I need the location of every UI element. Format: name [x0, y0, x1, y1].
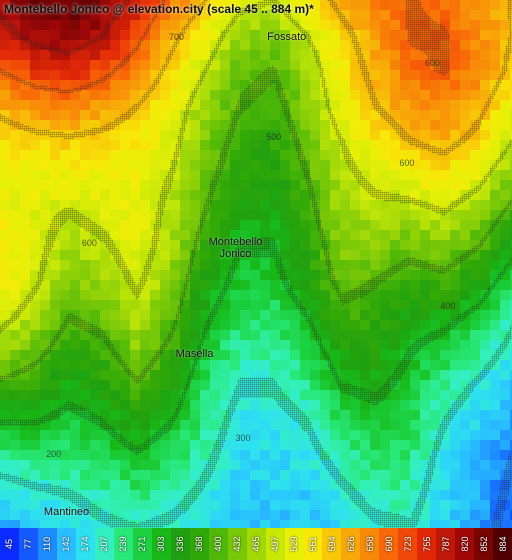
legend-value: 884 [498, 536, 508, 551]
legend-swatch: 820 [455, 528, 474, 560]
legend-value: 110 [42, 537, 52, 551]
legend-swatch: 690 [379, 528, 398, 560]
elevation-map-frame: Montebello Jonico @ elevation.city (scal… [0, 0, 512, 560]
legend-value: 142 [61, 536, 71, 551]
legend-swatch: 400 [209, 528, 228, 560]
legend-value: 820 [460, 536, 470, 551]
legend-swatch: 303 [152, 528, 171, 560]
legend-swatch: 465 [247, 528, 266, 560]
legend-value: 303 [156, 536, 166, 551]
legend-swatch: 497 [266, 528, 285, 560]
legend-value: 45 [4, 539, 14, 549]
legend-value: 497 [270, 536, 280, 551]
legend-swatch: 852 [474, 528, 493, 560]
legend-swatch: 755 [417, 528, 436, 560]
legend-value: 690 [384, 536, 394, 551]
legend-value: 400 [213, 536, 223, 551]
legend-value: 594 [327, 536, 337, 551]
legend-value: 239 [118, 536, 128, 551]
legend-swatch: 626 [341, 528, 360, 560]
legend-swatch: 658 [360, 528, 379, 560]
legend-value: 432 [232, 536, 242, 551]
legend-value: 787 [441, 536, 451, 551]
title-bar: Montebello Jonico @ elevation.city (scal… [0, 0, 512, 18]
legend-swatch: 142 [57, 528, 76, 560]
legend-swatch: 529 [285, 528, 304, 560]
legend-swatch: 207 [95, 528, 114, 560]
legend-swatch: 110 [38, 528, 57, 560]
legend-value: 271 [137, 536, 147, 551]
legend-swatch: 594 [322, 528, 341, 560]
legend-value: 207 [99, 536, 109, 551]
legend-value: 529 [289, 536, 299, 551]
legend-swatch: 787 [436, 528, 455, 560]
legend-value: 465 [251, 536, 261, 551]
legend-swatch: 174 [76, 528, 95, 560]
legend-swatch: 271 [133, 528, 152, 560]
legend-swatch: 77 [19, 528, 38, 560]
legend-swatch: 368 [190, 528, 209, 560]
legend-value: 626 [346, 536, 356, 551]
legend-value: 723 [403, 536, 413, 551]
legend-swatch: 884 [493, 528, 512, 560]
legend-value: 336 [175, 536, 185, 551]
legend-value: 852 [479, 536, 489, 551]
legend-value: 755 [422, 536, 432, 551]
legend-swatch: 561 [304, 528, 323, 560]
legend-value: 561 [308, 536, 318, 551]
legend-swatch: 723 [398, 528, 417, 560]
elevation-heatmap [0, 0, 512, 528]
legend-value: 368 [194, 536, 204, 551]
legend-swatch: 432 [228, 528, 247, 560]
legend-value: 174 [80, 536, 90, 551]
legend-swatch: 239 [114, 528, 133, 560]
legend-value: 77 [23, 539, 33, 549]
map-title: Montebello Jonico @ elevation.city (scal… [4, 2, 314, 16]
legend-swatch: 45 [0, 528, 19, 560]
legend-swatch: 336 [171, 528, 190, 560]
legend-value: 658 [365, 536, 375, 551]
heatmap-canvas [0, 0, 512, 528]
color-ramp-legend: 45 77 110 142 174 207 239 271 303 336 368 400 432 465… [0, 528, 512, 560]
